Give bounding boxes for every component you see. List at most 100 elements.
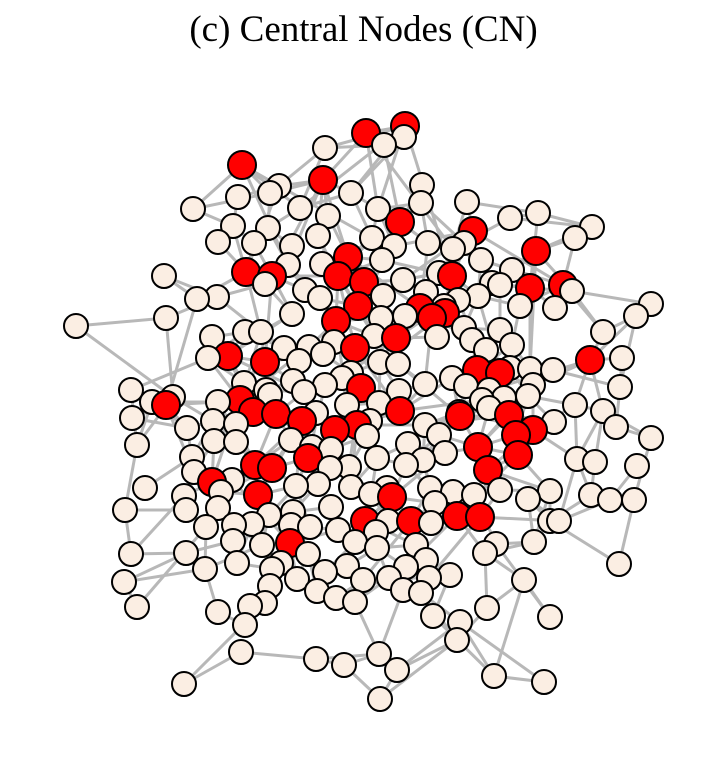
regular-node <box>384 657 410 683</box>
regular-node <box>291 379 317 405</box>
regular-node <box>295 541 321 567</box>
central-node <box>308 165 338 195</box>
graph-edge <box>130 356 209 392</box>
regular-node <box>184 286 210 312</box>
regular-node <box>537 478 563 504</box>
regular-node <box>132 475 158 501</box>
regular-node <box>559 278 585 304</box>
regular-node <box>241 230 267 256</box>
regular-node <box>252 271 278 297</box>
regular-node <box>153 305 179 331</box>
regular-node <box>118 541 144 567</box>
regular-node <box>474 595 500 621</box>
graph-edge <box>379 638 458 701</box>
regular-node <box>607 374 633 400</box>
central-node <box>323 261 353 291</box>
regular-node <box>497 205 523 231</box>
central-node <box>437 261 467 291</box>
regular-node <box>393 452 419 478</box>
regular-node <box>193 514 219 540</box>
regular-node <box>342 589 368 615</box>
regular-node <box>366 641 392 667</box>
regular-node <box>415 230 441 256</box>
regular-node <box>540 357 566 383</box>
central-node <box>257 453 287 483</box>
regular-node <box>124 594 150 620</box>
regular-node <box>521 529 547 555</box>
regular-node <box>174 415 200 441</box>
graph-edge <box>135 526 208 608</box>
regular-node <box>63 313 89 339</box>
regular-node <box>621 487 647 513</box>
central-node <box>575 345 605 375</box>
regular-node <box>284 566 310 592</box>
regular-node <box>318 494 344 520</box>
regular-node <box>180 196 206 222</box>
regular-node <box>171 671 197 697</box>
regular-node <box>119 405 145 431</box>
regular-node <box>424 324 450 350</box>
regular-node <box>205 229 231 255</box>
regular-node <box>562 225 588 251</box>
graph-edge <box>75 324 174 399</box>
regular-node <box>369 247 395 273</box>
regular-node <box>287 195 313 221</box>
regular-node <box>220 528 246 554</box>
regular-node <box>331 652 357 678</box>
regular-node <box>307 285 333 311</box>
regular-node <box>312 135 338 161</box>
central-node <box>521 236 551 266</box>
regular-node <box>342 529 368 555</box>
regular-node <box>112 497 138 523</box>
regular-node <box>525 200 551 226</box>
central-node <box>381 323 411 353</box>
central-node <box>385 396 415 426</box>
regular-node <box>205 599 231 625</box>
central-node <box>261 399 291 429</box>
regular-node <box>310 341 336 367</box>
central-node <box>377 482 407 512</box>
regular-node <box>603 414 629 440</box>
regular-node <box>606 551 632 577</box>
graph-edge <box>75 316 167 328</box>
regular-node <box>365 196 391 222</box>
regular-node <box>408 580 434 606</box>
regular-node <box>201 428 227 454</box>
regular-node <box>338 180 364 206</box>
regular-node <box>371 132 397 158</box>
graph-edge <box>492 579 526 677</box>
figure-title: (c) Central Nodes (CN) <box>189 9 538 50</box>
regular-node <box>432 440 458 466</box>
regular-node <box>507 293 533 319</box>
regular-node <box>228 639 254 665</box>
regular-node <box>297 514 323 540</box>
regular-node <box>303 646 329 672</box>
regular-node <box>546 508 572 534</box>
regular-node <box>370 283 396 309</box>
regular-node <box>562 392 588 418</box>
regular-node <box>192 556 218 582</box>
central-node <box>250 347 280 377</box>
central-node <box>151 390 181 420</box>
regular-node <box>499 332 525 358</box>
central-node <box>465 502 495 532</box>
regular-node <box>350 567 376 593</box>
regular-node <box>283 473 309 499</box>
regular-node <box>597 487 623 513</box>
regular-node <box>364 445 390 471</box>
regular-node <box>390 267 416 293</box>
graph-edge <box>459 620 545 684</box>
regular-node <box>487 477 513 503</box>
regular-node <box>624 453 650 479</box>
regular-node <box>418 510 444 536</box>
regular-node <box>118 377 144 403</box>
regular-node <box>412 371 438 397</box>
central-node <box>445 401 475 431</box>
regular-node <box>623 303 649 329</box>
regular-node <box>224 550 250 576</box>
regular-node <box>225 184 251 210</box>
regular-node <box>487 272 513 298</box>
regular-node <box>111 569 137 595</box>
regular-node <box>364 535 390 561</box>
